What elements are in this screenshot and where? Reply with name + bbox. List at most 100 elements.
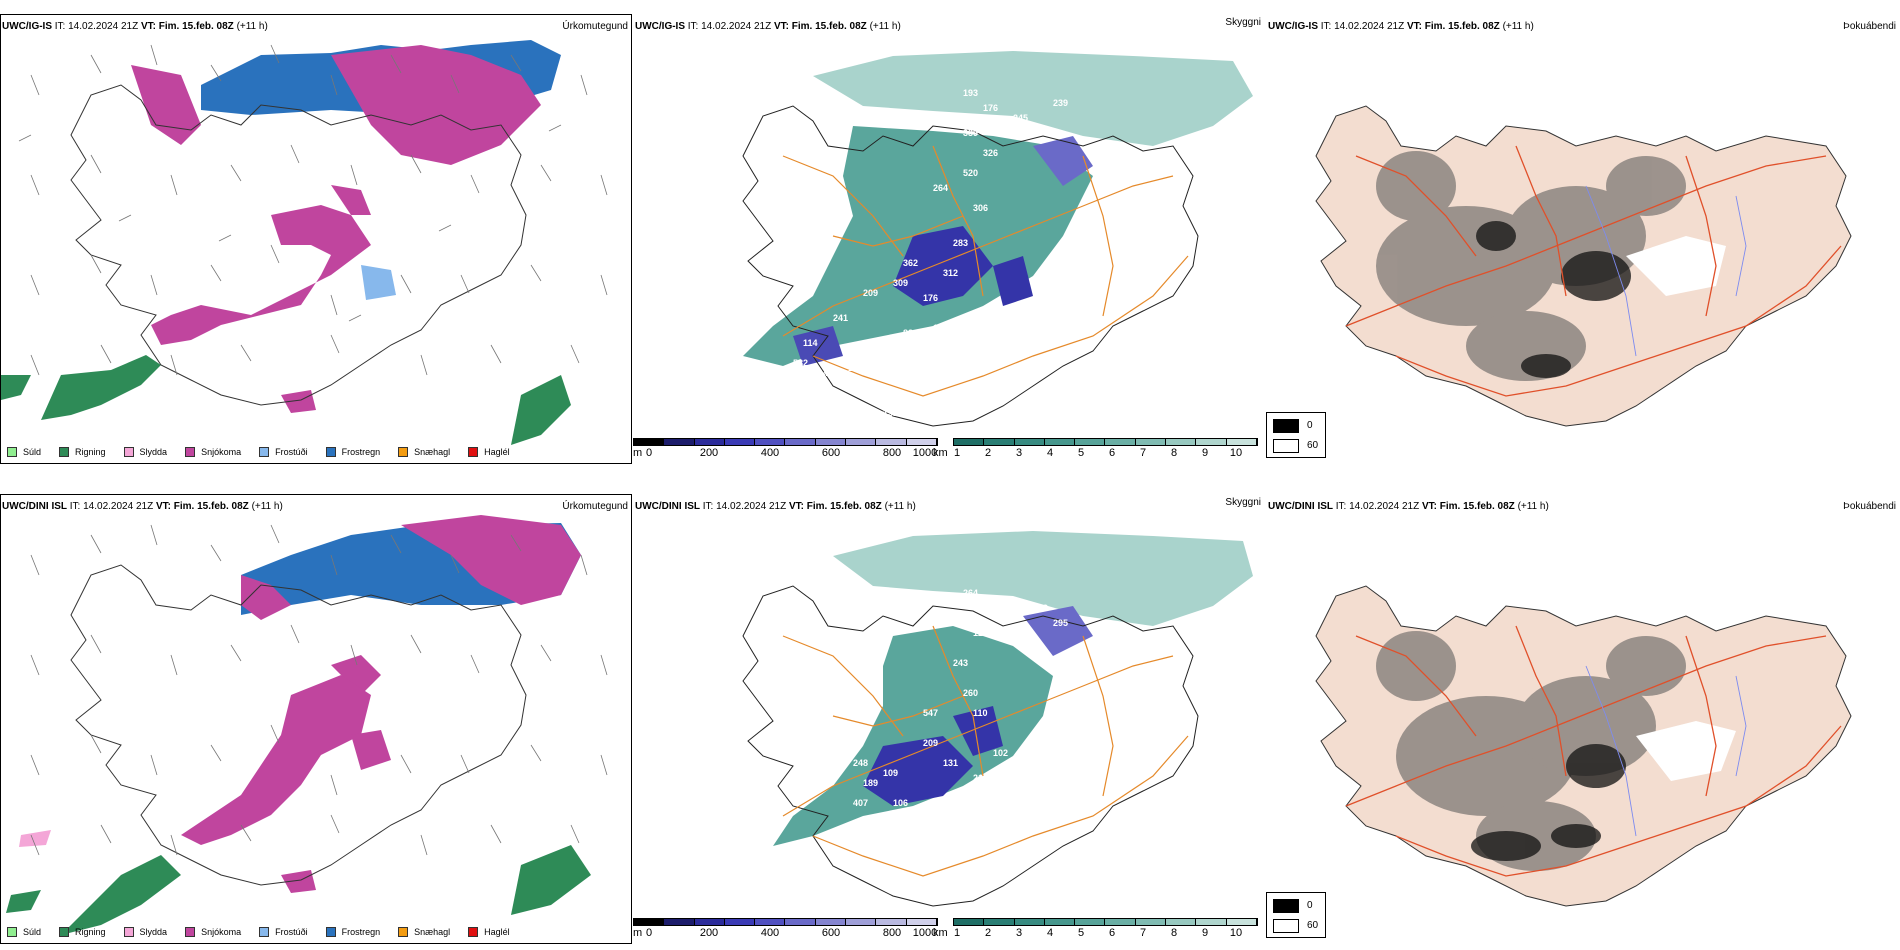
vis-teal-area [773,626,1053,846]
colorbar-cells [953,918,1258,926]
legend-item: Haglél [468,927,510,937]
legend-item: Frostregn [325,447,380,457]
visibility-value-label: 241 [833,313,848,323]
fog-legend-high: 60 [1307,440,1319,451]
fog-legend-swatch-dense [1273,899,1299,913]
snow-area [241,575,291,620]
road-network [1345,625,1842,877]
rain-area [1,375,31,400]
panel-title: UWC/IG-IS IT: 14.02.2024 21Z VT: Fim. 15… [2,21,268,32]
visibility-map: 264 360 399 295 120 243 260 110 547 209 131 102 144 2… [742,531,1253,907]
iceland-coastline [70,84,527,406]
visibility-value-label: 107 [913,383,928,393]
legend-item: Snjókoma [185,927,241,937]
visibility-value-label: 131 [943,758,958,768]
fog-shading [1376,631,1686,871]
river-network [1585,185,1747,357]
iceland-coastline [742,585,1199,907]
visibility-value-label: 245 [1013,113,1028,123]
visibility-value-label: 109 [883,768,898,778]
visibility-value-label: 116 [843,398,858,408]
road-network [1345,145,1842,397]
visibility-value-label: 362 [903,258,918,268]
colorbar-cells [633,438,938,446]
iceland-coastline [742,105,1199,427]
colorbar-ticks: 0 200 400 600 800 1000 [645,927,938,939]
wind-barbs [18,44,608,376]
snow-area [181,675,371,845]
visibility-value-label: 309 [893,278,908,288]
legend-item: Snjókoma [185,447,241,457]
snow-area [351,730,391,770]
wind-barbs [30,524,608,856]
visibility-value-label: 260 [963,688,978,698]
vis-blue-area [793,326,843,366]
visibility-value-label: 189 [863,778,878,788]
panel-title: UWC/IG-IS IT: 14.02.2024 21Z VT: Fim. 15… [1268,21,1534,32]
visibility-panel-row1: 193 176 239 245 339 326 520 264 306 283 312 362 309 2… [633,14,1265,464]
visibility-value-label: 176 [923,293,938,303]
visibility-value-label: 326 [983,148,998,158]
colorbar-unit: m [633,447,643,459]
snow-area [281,870,316,893]
colorbar-unit: km [933,447,948,459]
snow-area [331,655,381,695]
rain-area [6,890,41,913]
visibility-value-label: 209 [923,738,938,748]
frz-rain-area [361,265,396,300]
precip-type-map-frame: Súld Rigning Slydda Snjókoma Frostúði Fr… [0,494,632,944]
snow-area [401,515,581,605]
colorbar-ticks: 1 2 3 4 5 6 7 8 9 10 [953,447,1243,459]
fog-legend: 0 60 [1266,892,1326,938]
legend-item: Rigning [59,447,106,457]
visibility-value-label: 106 [893,798,908,808]
vis-blue-area [953,706,1003,756]
precip-type-map [1,40,608,445]
vis-blue-area [893,226,993,306]
fog-clear-area [1636,721,1736,781]
fog-legend-swatch-clear [1273,919,1299,933]
legend-item: Súld [7,927,41,937]
legend-item: Frostregn [325,927,380,937]
colorbar-ticks: 0 200 400 600 800 1000 [645,447,938,459]
visibility-map: 193 176 239 245 339 326 520 264 306 283 312 362 309 2… [742,51,1253,427]
fog-panel-row2: UWC/DINI ISL IT: 14.02.2024 21Z VT: Fim.… [1266,494,1900,944]
vis-blue-area [863,736,973,806]
rain-area [511,375,571,445]
visibility-value-label: 144 [1013,763,1028,773]
fog-clear-area [1626,236,1726,296]
precip-legend: Súld Rigning Slydda Snjókoma Frostúði Fr… [7,927,528,937]
visibility-value-label: 120 [973,628,988,638]
visibility-value-label: 171 [848,363,863,373]
legend-item: Slydda [123,447,167,457]
visibility-value-label: 88 [903,328,913,338]
visibility-value-label: 312 [943,268,958,278]
visibility-value-label: 102 [993,748,1008,758]
colorbar-unit: km [933,927,948,939]
legend-item: Snæhagl [398,447,450,457]
panel-variable-name: Þokuábendi [1843,21,1896,32]
fog-legend-swatch-dense [1273,419,1299,433]
visibility-panel-row2: 264 360 399 295 120 243 260 110 547 209 131 102 144 2… [633,494,1265,944]
precip-type-map-frame: Súld Rigning Slydda Snjókoma Frostúði Fr… [0,14,632,464]
fog-legend-swatch-clear [1273,439,1299,453]
legend-item: Slydda [123,927,167,937]
visibility-value-label: 176 [983,103,998,113]
visibility-value-label: 409 [783,598,798,608]
fog-legend: 0 60 [1266,412,1326,458]
visibility-m-colorbar: m 0 200 400 600 800 1000 [633,438,938,460]
visibility-value-label: 306 [973,203,988,213]
visibility-m-colorbar: m 0 200 400 600 800 1000 [633,918,938,940]
snow-area [151,205,371,345]
colorbar-ticks: 1 2 3 4 5 6 7 8 9 10 [953,927,1243,939]
visibility-value-label: 219 [773,848,788,858]
precip-type-panel-row2: Súld Rigning Slydda Snjókoma Frostúði Fr… [0,494,632,944]
visibility-value-label: 407 [853,798,868,808]
visibility-value-label: 283 [953,238,968,248]
visibility-value-label: 339 [963,128,978,138]
river-network [1585,665,1747,837]
legend-item: Frostúði [259,447,308,457]
legend-item: Snæhagl [398,927,450,937]
visibility-value-label: 159 [933,398,948,408]
panel-variable-name: Skyggni [1225,497,1261,508]
